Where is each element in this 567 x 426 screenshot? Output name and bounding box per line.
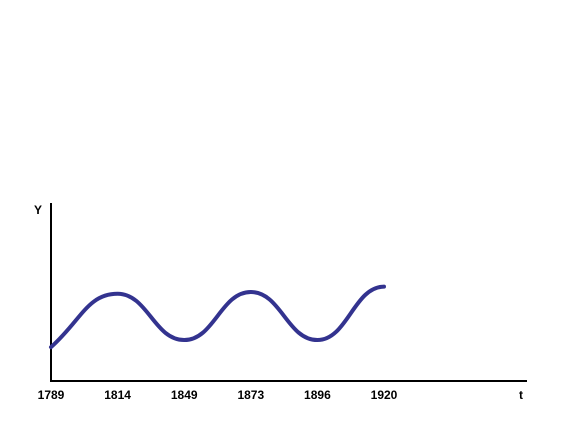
x-tick-label: 1849 bbox=[171, 388, 198, 402]
x-axis-label: t bbox=[519, 388, 523, 402]
x-tick-label: 1873 bbox=[237, 388, 264, 402]
y-axis-label: Y bbox=[34, 203, 42, 217]
data-line bbox=[49, 284, 386, 350]
x-tick-label: 1920 bbox=[371, 388, 398, 402]
x-tick-label: 1789 bbox=[38, 388, 65, 402]
x-tick-label: 1896 bbox=[304, 388, 331, 402]
x-tick-label: 1814 bbox=[104, 388, 131, 402]
